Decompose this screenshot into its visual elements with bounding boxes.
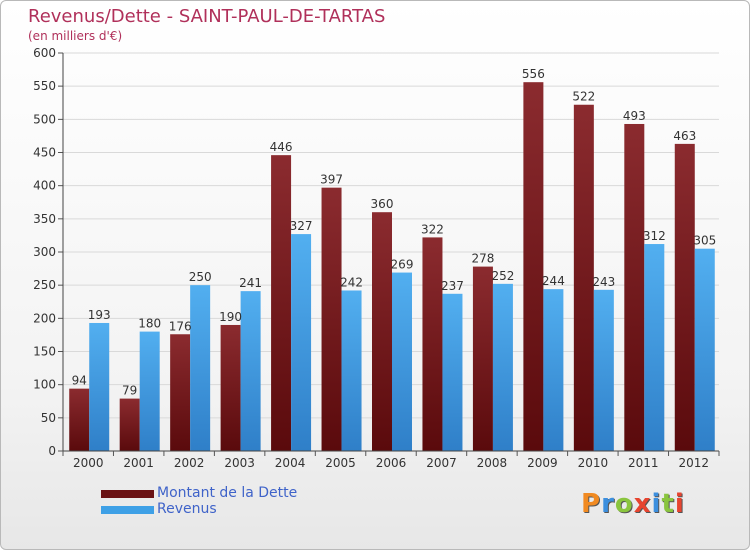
chart-subtitle: (en milliers d'€) — [28, 29, 123, 43]
data-label-revenus: 180 — [138, 317, 161, 331]
data-label-revenus: 242 — [340, 275, 363, 289]
y-tick-label: 100 — [33, 378, 56, 392]
bar-debt — [573, 104, 594, 452]
chart-title: Revenus/Dette - SAINT-PAUL-DE-TARTAS — [28, 6, 386, 27]
bar-debt — [321, 187, 342, 451]
data-label-debt: 278 — [471, 252, 494, 266]
bar-debt — [372, 212, 392, 451]
bar-revenus — [190, 285, 211, 451]
data-label-debt: 79 — [122, 384, 137, 398]
bar-debt — [220, 324, 241, 451]
data-label-debt: 463 — [673, 129, 696, 143]
data-label-debt: 556 — [522, 67, 545, 81]
data-label-debt: 522 — [572, 90, 595, 104]
x-tick-label: 2005 — [325, 456, 356, 470]
logo-letter: x — [633, 489, 652, 519]
x-tick-label: 2000 — [73, 456, 104, 470]
proxiti-logo: Proxiti — [581, 489, 685, 519]
y-tick-label: 150 — [33, 345, 56, 359]
y-tick-label: 350 — [33, 212, 56, 226]
y-tick-label: 600 — [33, 46, 56, 60]
data-label-debt: 360 — [371, 197, 394, 211]
legend-swatch-revenus — [101, 506, 154, 514]
x-tick-label: 2001 — [123, 456, 154, 470]
bar-debt — [422, 237, 443, 451]
data-label-debt: 176 — [169, 319, 192, 333]
label-layer: 94 193 79 180 176 250 190 241 446 327 397 242 360 269… — [72, 67, 717, 397]
data-label-debt: 190 — [219, 310, 242, 324]
x-tick-label: 2004 — [275, 456, 306, 470]
x-tick-label: 2009 — [527, 456, 558, 470]
logo-letter: r — [601, 489, 615, 519]
data-label-debt: 397 — [320, 173, 343, 187]
x-tick-label: 2010 — [578, 456, 609, 470]
data-label-revenus: 193 — [88, 308, 111, 322]
legend-label-debt: Montant de la Dette — [157, 485, 298, 501]
logo-letter: i — [651, 489, 662, 519]
data-label-revenus: 243 — [592, 275, 615, 289]
bar-revenus — [694, 248, 715, 451]
bar-revenus — [240, 291, 261, 451]
data-label-debt: 322 — [421, 222, 444, 236]
bar-revenus — [341, 290, 362, 451]
x-tick-label: 2007 — [426, 456, 457, 470]
data-label-debt: 94 — [72, 374, 87, 388]
bar-revenus — [139, 331, 160, 451]
logo-letter: t — [661, 489, 675, 519]
data-label-revenus: 269 — [391, 258, 414, 272]
y-tick-label: 300 — [33, 245, 56, 259]
logo-letter: i — [674, 489, 685, 519]
data-label-revenus: 252 — [491, 269, 514, 283]
data-label-revenus: 250 — [189, 270, 212, 284]
x-tick-label: 2008 — [477, 456, 508, 470]
bar-debt — [624, 123, 645, 451]
data-label-revenus: 241 — [239, 276, 262, 290]
bar-layer — [69, 82, 715, 452]
bar-debt — [69, 388, 90, 451]
bar-revenus — [492, 283, 513, 451]
bar-revenus — [442, 293, 463, 451]
axis-layer: 0 50 100 150 200 250 300 350 400 450 500 550 600 2000… — [33, 46, 720, 470]
bar-revenus — [89, 322, 110, 451]
bar-debt — [119, 398, 140, 451]
x-tick-label: 2011 — [628, 456, 659, 470]
y-tick-label: 500 — [33, 112, 56, 126]
bar-debt — [271, 155, 292, 452]
data-label-revenus: 237 — [441, 279, 464, 293]
bar-revenus — [593, 289, 614, 451]
logo-letter: P — [581, 489, 602, 519]
y-tick-label: 250 — [33, 278, 56, 292]
data-label-debt: 493 — [623, 109, 646, 123]
x-tick-label: 2012 — [678, 456, 709, 470]
bar-revenus — [644, 244, 665, 451]
y-tick-label: 200 — [33, 311, 56, 325]
bar-debt — [170, 334, 191, 451]
bar-debt — [472, 266, 493, 451]
bar-revenus — [392, 272, 412, 451]
y-tick-label: 550 — [33, 79, 56, 93]
data-label-revenus: 327 — [290, 219, 313, 233]
y-tick-label: 0 — [48, 444, 56, 458]
bar-revenus — [291, 234, 312, 451]
logo-letter: o — [614, 489, 634, 519]
y-tick-label: 450 — [33, 146, 56, 160]
x-tick-label: 2003 — [224, 456, 255, 470]
data-label-revenus: 312 — [643, 229, 666, 243]
bar-revenus — [543, 289, 564, 451]
x-tick-label: 2002 — [174, 456, 205, 470]
data-label-revenus: 305 — [693, 234, 716, 248]
bar-debt — [523, 82, 544, 451]
data-label-debt: 446 — [270, 140, 293, 154]
y-tick-label: 400 — [33, 179, 56, 193]
bar-debt — [674, 143, 695, 452]
legend-swatch-debt — [101, 490, 154, 498]
legend-label-revenus: Revenus — [157, 501, 217, 517]
x-tick-label: 2006 — [376, 456, 407, 470]
y-tick-label: 50 — [41, 411, 56, 425]
data-label-revenus: 244 — [542, 274, 565, 288]
